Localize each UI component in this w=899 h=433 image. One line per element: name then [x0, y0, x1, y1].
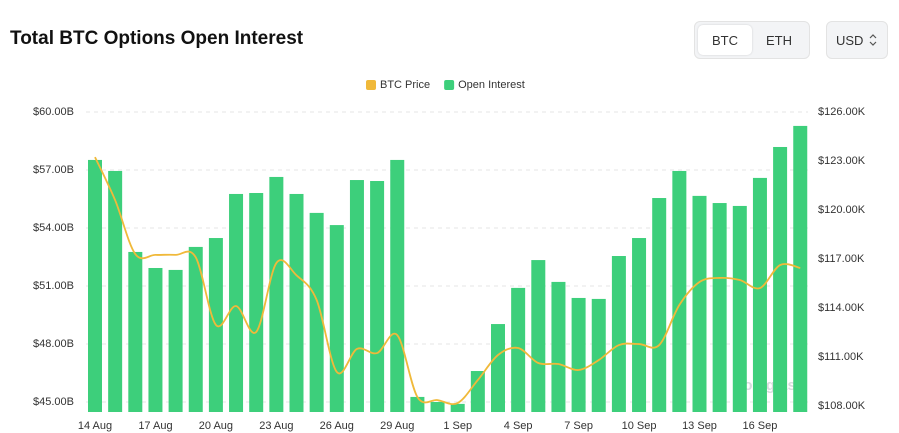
y-tick-label: $48.00B — [33, 338, 74, 350]
x-tick-label: 14 Aug — [78, 420, 112, 432]
x-tick-label: 23 Aug — [259, 420, 293, 432]
y-tick-label: $57.00B — [33, 164, 74, 176]
legend-swatch — [366, 80, 376, 90]
y-tick-label: $51.00B — [33, 280, 74, 292]
bar — [470, 371, 485, 412]
legend-label: Open Interest — [458, 79, 525, 91]
bar — [249, 192, 264, 412]
bar — [229, 193, 244, 412]
x-tick-label: 26 Aug — [320, 420, 354, 432]
bar — [732, 205, 747, 412]
y2-tick-label: $126.00K — [818, 106, 866, 118]
x-tick-label: 17 Aug — [138, 420, 172, 432]
bar — [571, 297, 586, 412]
bar — [390, 159, 405, 412]
bar — [793, 125, 808, 412]
x-tick-label: 7 Sep — [564, 420, 593, 432]
y2-tick-label: $114.00K — [818, 302, 865, 314]
price-line — [94, 156, 801, 406]
bar — [591, 298, 606, 412]
x-tick-label: 16 Sep — [743, 420, 778, 432]
y2-tick-label: $111.00K — [818, 351, 864, 363]
x-tick-label: 4 Sep — [504, 420, 533, 432]
x-tick-label: 20 Aug — [199, 420, 233, 432]
currency-select[interactable]: USD — [826, 21, 888, 59]
bar — [773, 146, 788, 412]
bar — [611, 256, 626, 412]
chevron-icon — [870, 34, 877, 46]
bar — [652, 198, 667, 412]
x-tick-label: 29 Aug — [380, 420, 414, 432]
bar — [168, 269, 183, 412]
bar — [632, 238, 647, 412]
bar — [269, 176, 284, 412]
bar — [88, 159, 102, 412]
bar — [430, 401, 445, 412]
coin-button[interactable]: ETH — [766, 32, 792, 48]
y2-tick-label: $108.00K — [818, 400, 866, 412]
bar — [511, 287, 526, 412]
legend-swatch — [444, 80, 455, 90]
y2-tick-label: $120.00K — [818, 204, 866, 216]
bar — [450, 403, 465, 412]
x-tick-label: 1 Sep — [443, 420, 472, 432]
bar — [309, 212, 324, 412]
bar — [491, 324, 505, 412]
x-tick-label: 10 Sep — [622, 420, 657, 432]
y-tick-label: $60.00B — [33, 106, 74, 118]
bar — [108, 170, 123, 412]
bar — [329, 225, 344, 412]
bar — [148, 267, 163, 412]
bar — [752, 177, 767, 412]
y2-tick-label: $123.00K — [818, 155, 866, 167]
bar — [289, 193, 304, 412]
y-tick-label: $45.00B — [33, 396, 74, 408]
bar — [128, 251, 143, 412]
bar — [531, 260, 546, 412]
bar — [672, 170, 687, 412]
y2-tick-label: $117.00K — [818, 253, 865, 265]
chart-title: Total BTC Options Open Interest — [10, 28, 304, 49]
y-tick-label: $54.00B — [33, 222, 74, 234]
coin-button[interactable]: BTC — [698, 25, 752, 55]
bar — [410, 396, 425, 412]
x-tick-label: 13 Sep — [682, 420, 717, 432]
bar — [188, 246, 203, 412]
legend-label: BTC Price — [380, 79, 430, 91]
bar — [692, 195, 707, 412]
bar — [551, 281, 566, 412]
bar — [370, 181, 385, 412]
currency-label: USD — [836, 32, 864, 48]
coin-toggle: BTC ETH — [694, 21, 810, 59]
bar — [349, 180, 364, 412]
bar — [712, 203, 727, 412]
